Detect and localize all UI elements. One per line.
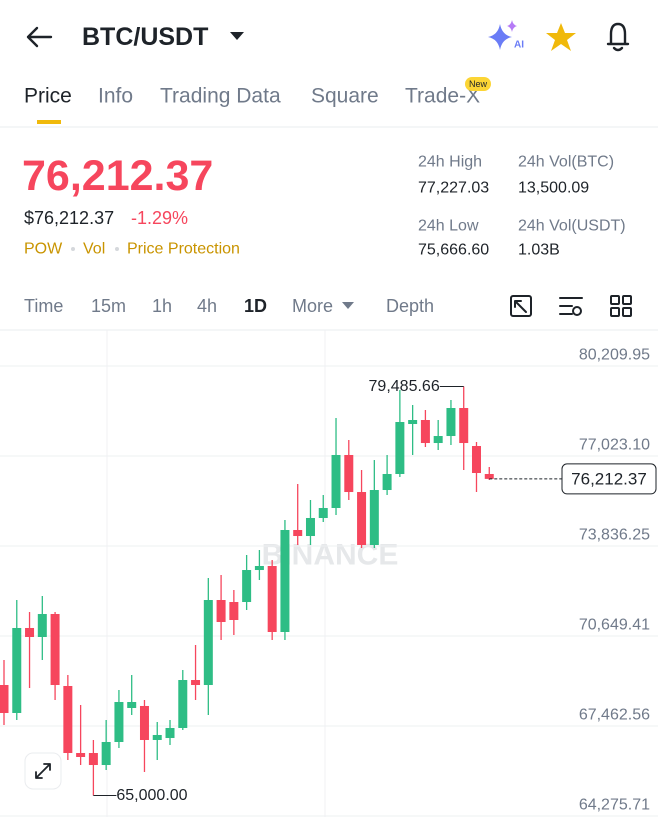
candle-body xyxy=(395,422,405,474)
last-price-label: 76,212.37 xyxy=(571,469,647,488)
y-tick-label: 77,023.10 xyxy=(579,437,650,454)
candle-body xyxy=(37,614,47,637)
usd-price: $76,212.37 xyxy=(24,208,114,228)
candle-body xyxy=(484,473,494,479)
candle-body xyxy=(114,702,124,742)
layout-icon[interactable] xyxy=(610,295,632,317)
candle-body xyxy=(318,507,328,518)
tab[interactable]: Trading Data xyxy=(160,85,281,108)
y-tick-label: 70,649.41 xyxy=(579,616,650,633)
separator-dot xyxy=(115,247,119,251)
last-price-box xyxy=(561,463,657,495)
candle-body xyxy=(408,420,418,425)
low-marker-label: 65,000.00 xyxy=(116,787,187,804)
candle-body xyxy=(344,454,354,493)
candle-body xyxy=(446,407,456,437)
interval[interactable]: 15m xyxy=(91,296,126,316)
notification-bell[interactable] xyxy=(606,22,630,52)
candle-body xyxy=(293,529,303,537)
candle-body xyxy=(216,600,226,623)
candle-body xyxy=(139,705,149,740)
ai-button[interactable]: AI xyxy=(488,20,524,51)
candle-body xyxy=(369,490,379,545)
candle-body xyxy=(420,420,430,444)
stat-label: 24h Low xyxy=(418,218,479,235)
high-marker-label: 79,485.66 xyxy=(369,378,440,395)
stat-label: 24h High xyxy=(418,154,482,171)
candle-body xyxy=(203,600,213,686)
stat-value: 75,666.60 xyxy=(418,242,489,259)
candle-body xyxy=(433,436,443,444)
candle-body xyxy=(101,741,111,766)
candle-body xyxy=(331,454,341,508)
y-tick-label: 67,462.56 xyxy=(579,706,650,723)
svg-text:AI: AI xyxy=(514,40,524,51)
chart-settings-icon[interactable] xyxy=(510,295,532,317)
separator-dot xyxy=(71,247,75,251)
candle-body xyxy=(305,517,315,537)
active-tab-indicator xyxy=(37,120,61,124)
new-badge-text: New xyxy=(469,79,488,89)
fullscreen-button[interactable] xyxy=(24,752,62,790)
candle-body xyxy=(471,446,481,474)
candle-body xyxy=(267,566,277,632)
interval[interactable]: 4h xyxy=(197,296,217,316)
candle-body xyxy=(127,702,137,708)
tab[interactable]: Square xyxy=(311,85,379,108)
tab[interactable]: Trade-X xyxy=(405,85,480,108)
more-caret[interactable] xyxy=(342,302,354,309)
tag[interactable]: Price Protection xyxy=(127,241,240,258)
tag[interactable]: POW xyxy=(24,241,63,258)
pair-title[interactable]: BTC/USDT xyxy=(82,23,208,51)
interval-active[interactable]: 1D xyxy=(244,296,267,316)
interval[interactable]: More xyxy=(292,296,333,316)
candle-body xyxy=(50,614,60,686)
candle-body xyxy=(242,570,252,603)
candle-body xyxy=(382,473,392,491)
y-tick-label: 80,209.95 xyxy=(579,347,650,364)
stat-value: 13,500.09 xyxy=(518,180,589,197)
favorite-star[interactable] xyxy=(546,23,576,51)
y-tick-label: 64,275.71 xyxy=(579,796,650,813)
pair-dropdown[interactable] xyxy=(230,32,244,40)
candle-body xyxy=(459,407,469,444)
tab[interactable]: Price xyxy=(24,85,72,108)
interval[interactable]: Time xyxy=(24,296,63,316)
stat-value: 77,227.03 xyxy=(418,180,489,197)
candle-body xyxy=(12,627,22,713)
stat-value: 1.03B xyxy=(518,242,560,259)
candlestick-chart: BINANCE 80,209.9577,023.1073,836.2570,64… xyxy=(0,330,658,817)
candle-body xyxy=(165,727,175,739)
candle-body xyxy=(229,602,239,620)
indicator-icon[interactable] xyxy=(559,297,583,316)
candle-body xyxy=(76,753,86,757)
last-price: 76,212.37 xyxy=(22,152,213,200)
tab[interactable]: Info xyxy=(98,85,133,108)
candle-body xyxy=(191,680,201,686)
y-tick-label: 73,836.25 xyxy=(579,527,650,544)
candle-body xyxy=(178,680,188,728)
candle-body xyxy=(0,685,9,713)
new-badge xyxy=(465,77,491,91)
price-change: -1.29% xyxy=(131,208,188,228)
stat-label: 24h Vol(BTC) xyxy=(518,154,614,171)
tag[interactable]: Vol xyxy=(83,241,105,258)
candle-body xyxy=(152,734,162,740)
interval[interactable]: 1h xyxy=(152,296,172,316)
candle-body xyxy=(280,529,290,632)
back-button[interactable] xyxy=(26,26,53,48)
candle-body xyxy=(63,685,73,754)
stat-label: 24h Vol(USDT) xyxy=(518,218,626,235)
candle-body xyxy=(88,753,98,766)
interval[interactable]: Depth xyxy=(386,296,434,316)
candle-body xyxy=(254,566,264,571)
candle-body xyxy=(357,492,367,545)
candle-body xyxy=(25,627,35,637)
